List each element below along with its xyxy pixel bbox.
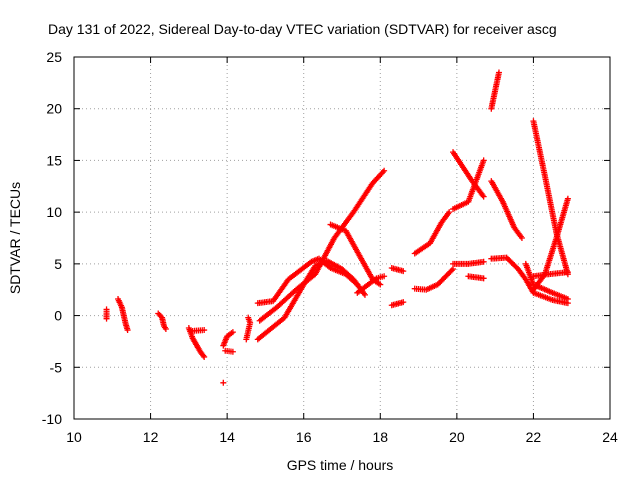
y-tick-label: 10	[46, 204, 62, 220]
series-arc-x	[488, 178, 525, 241]
series-arc-g	[220, 329, 236, 349]
data-point	[200, 352, 207, 359]
data-point	[480, 157, 487, 164]
x-tick-label: 16	[296, 429, 312, 445]
series-arc-e	[187, 327, 208, 335]
series-arc-k	[254, 255, 361, 307]
x-tick-label: 20	[449, 429, 465, 445]
data-point	[564, 195, 571, 202]
data-point	[361, 291, 368, 298]
series-arc-t	[450, 149, 487, 200]
data-point	[446, 209, 453, 216]
data-point	[124, 327, 131, 334]
series-arc-f	[220, 379, 227, 386]
series-arc-s	[450, 157, 487, 213]
x-axis-label: GPS time / hours	[287, 457, 394, 473]
data-point	[400, 299, 407, 306]
data-point	[245, 314, 252, 321]
data-point	[564, 296, 571, 303]
x-tick-label: 24	[602, 429, 618, 445]
y-axis-label: SDTVAR / TECUs	[7, 182, 23, 294]
series-arc-h	[222, 347, 236, 355]
data-point	[518, 235, 525, 241]
series-arc-p	[388, 299, 407, 309]
series-arc-v	[465, 273, 487, 282]
series-arc-b	[115, 296, 131, 334]
data-point	[480, 275, 487, 282]
data-point	[381, 167, 388, 174]
series-arc-aa	[530, 118, 571, 278]
y-tick-labels: 25 20 15 10 5 0 -5 -10	[42, 49, 62, 427]
data-point	[220, 379, 227, 386]
series-arc-q	[411, 266, 457, 293]
data-point	[201, 327, 208, 334]
axis-ticks	[73, 56, 611, 420]
y-tick-label: 5	[54, 256, 62, 272]
y-tick-label: 0	[54, 308, 62, 324]
data-markers	[103, 69, 571, 386]
series-arc-o	[388, 264, 407, 275]
y-tick-label: 15	[46, 152, 62, 168]
x-tick-label: 10	[66, 429, 82, 445]
data-point	[229, 329, 236, 336]
data-point	[480, 193, 487, 200]
data-point	[450, 266, 457, 273]
data-point	[495, 69, 502, 76]
data-point	[400, 268, 407, 275]
series-arc-w	[488, 69, 502, 112]
y-tick-label: -5	[50, 359, 63, 375]
chart-title: Day 131 of 2022, Sidereal Day-to-day VTE…	[48, 21, 557, 37]
series-arc-y	[488, 254, 571, 307]
series-arc-l	[256, 167, 388, 324]
x-tick-label: 22	[526, 429, 542, 445]
data-point	[229, 348, 236, 355]
data-point	[103, 315, 110, 322]
series-arc-r	[411, 209, 453, 257]
grid-lines	[74, 57, 610, 419]
series-arc-ab	[530, 269, 571, 280]
series-arc-c	[155, 310, 169, 333]
data-point	[354, 281, 361, 288]
series-arc-n	[354, 273, 388, 296]
series-arc-i	[243, 314, 254, 343]
data-point	[564, 269, 571, 276]
data-point	[377, 281, 384, 288]
x-tick-labels: 10 12 14 16 18 20 22 24	[66, 429, 618, 445]
series-arc-ac	[530, 195, 571, 293]
series-arc-a	[103, 306, 110, 322]
y-tick-label: -10	[42, 411, 62, 427]
data-point	[353, 280, 360, 287]
data-point	[201, 353, 208, 360]
x-tick-label: 18	[372, 429, 388, 445]
series-arc-u	[450, 258, 487, 267]
data-point	[448, 267, 455, 274]
y-tick-label: 25	[46, 49, 62, 65]
x-tick-label: 14	[219, 429, 235, 445]
data-point	[162, 326, 169, 333]
data-point	[381, 273, 388, 280]
y-tick-label: 20	[46, 101, 62, 117]
data-point	[480, 258, 487, 265]
x-tick-label: 12	[143, 429, 159, 445]
plot-frame	[73, 56, 611, 420]
